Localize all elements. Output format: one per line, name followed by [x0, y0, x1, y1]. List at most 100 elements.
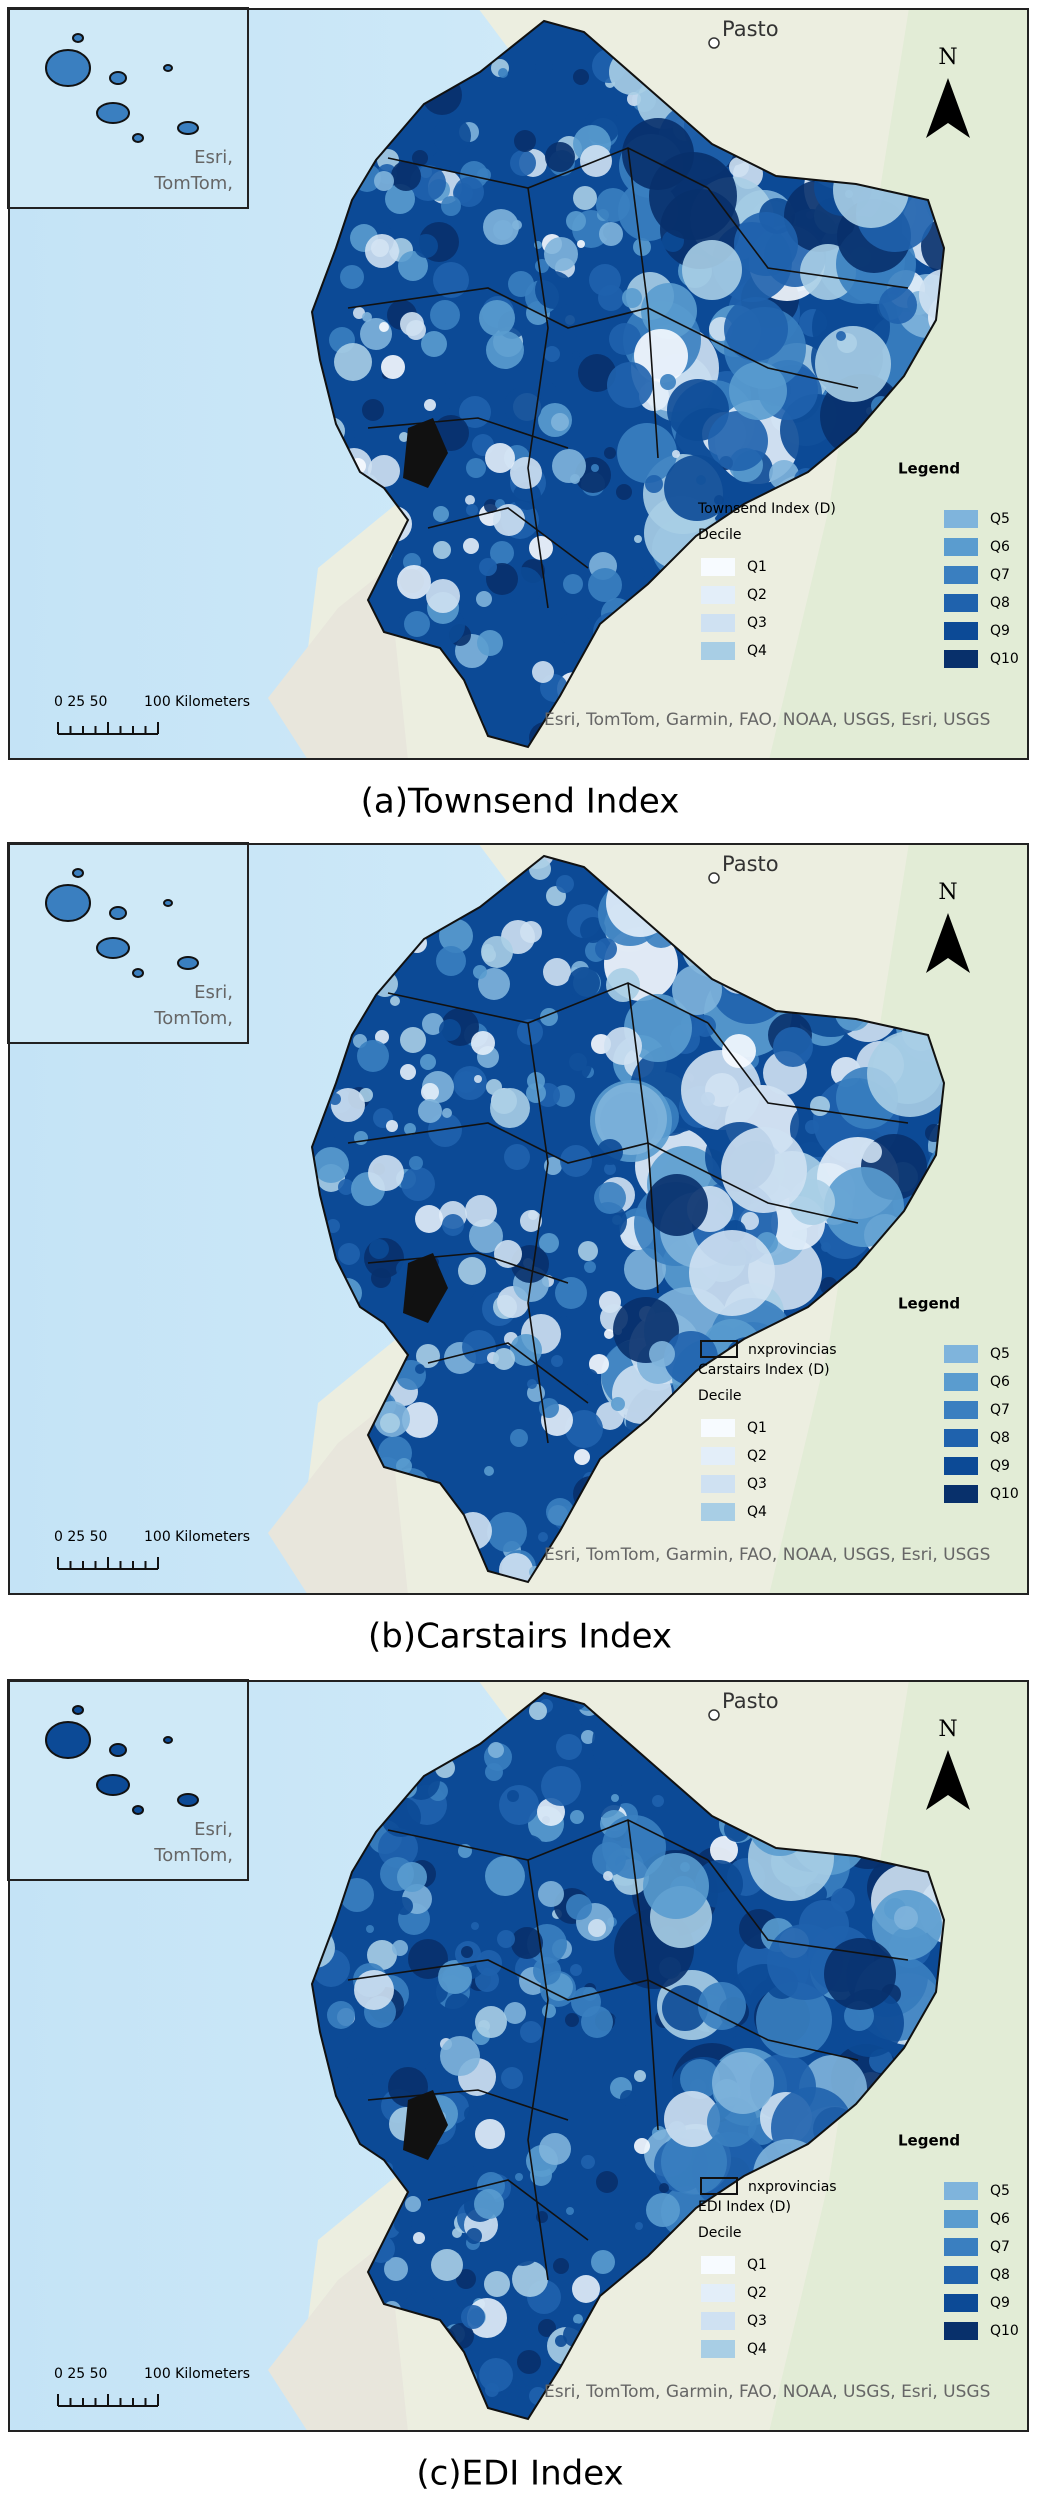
legend-class: Q1	[747, 559, 767, 575]
district	[367, 1940, 397, 1970]
district	[415, 1205, 443, 1233]
district	[501, 2067, 523, 2089]
district	[544, 383, 556, 395]
district	[566, 1894, 592, 1920]
legend-swatch	[944, 566, 978, 584]
province-border	[347, 1959, 649, 2001]
district	[527, 1379, 537, 1389]
district	[604, 447, 616, 459]
legend-class: Q7	[990, 1402, 1010, 1418]
district	[334, 343, 372, 381]
map-panel: Esri, TomTom, Pasto N Legend nxprovincias EDI …	[7, 1679, 1029, 2432]
district	[533, 1957, 561, 1985]
district	[474, 2189, 504, 2219]
district	[347, 2058, 373, 2084]
district	[420, 1054, 436, 1070]
scale-label: 0 25 50	[54, 1529, 107, 1545]
district	[604, 1163, 616, 1175]
district	[466, 2228, 482, 2244]
district	[498, 68, 508, 78]
attribution: Esri, TomTom, Garmin, FAO, NOAA, USGS, E…	[544, 1545, 990, 1565]
legend-class: Q8	[990, 1430, 1010, 1446]
district	[629, 566, 645, 582]
district	[504, 1144, 530, 1170]
legend-swatch	[701, 2256, 735, 2274]
district	[505, 2230, 541, 2266]
district	[646, 1174, 708, 1236]
district	[353, 307, 365, 319]
province-border	[427, 1342, 589, 1404]
district	[441, 196, 461, 216]
island	[72, 33, 84, 43]
district	[633, 238, 651, 256]
district	[476, 591, 492, 607]
island	[45, 49, 91, 87]
district	[379, 322, 389, 332]
district	[466, 458, 486, 478]
district	[710, 1836, 738, 1864]
district	[611, 1794, 619, 1802]
district	[634, 2138, 650, 2154]
district	[433, 506, 449, 522]
district	[384, 2257, 408, 2281]
island	[72, 868, 84, 878]
district	[860, 1141, 882, 1163]
legend-swatch	[944, 2294, 978, 2312]
district	[415, 1364, 425, 1374]
district	[532, 661, 554, 683]
district	[488, 1742, 504, 1758]
legend-class: Q3	[747, 1476, 767, 1492]
district	[756, 1982, 832, 2058]
district	[588, 1919, 606, 1937]
map-panel: Esri, TomTom, Pasto N Legend nxprovincias Cars…	[7, 842, 1029, 1595]
place-marker	[708, 1709, 720, 1721]
district	[465, 495, 475, 505]
province-border	[707, 187, 909, 289]
district	[404, 1123, 416, 1135]
district	[594, 1182, 626, 1214]
province-border	[707, 1859, 909, 1961]
district	[362, 399, 384, 421]
legend-class: Q1	[747, 1420, 767, 1436]
province-border	[367, 417, 569, 449]
district	[545, 142, 575, 172]
island	[96, 937, 130, 959]
legend-swatch	[944, 622, 978, 640]
district	[397, 1862, 427, 1892]
legend-class: Q6	[990, 2211, 1010, 2227]
scale-label: 100 Kilometers	[144, 694, 250, 710]
legend-swatch	[944, 594, 978, 612]
district	[510, 150, 536, 176]
place-label: Pasto	[722, 852, 779, 876]
legend-class: Q5	[990, 2183, 1010, 2199]
legend-swatch	[701, 1475, 735, 1493]
district	[611, 1397, 625, 1411]
caption: (c)EDI Index	[416, 2454, 623, 2494]
district	[486, 331, 524, 369]
district	[609, 323, 641, 355]
legend-class: Q9	[990, 623, 1010, 639]
district	[596, 188, 630, 222]
place-label: Pasto	[722, 1689, 779, 1713]
district	[553, 2258, 569, 2274]
district	[555, 1277, 587, 1309]
district	[499, 1785, 539, 1825]
island	[45, 1721, 91, 1759]
district	[474, 1075, 482, 1083]
district	[708, 411, 768, 471]
legend-swatch	[701, 642, 735, 660]
district	[652, 1795, 664, 1807]
district	[368, 455, 400, 487]
north-arrow	[926, 78, 970, 138]
district	[488, 1900, 508, 1920]
legend-swatch	[944, 510, 978, 528]
district	[511, 1927, 543, 1959]
district	[578, 1241, 598, 1261]
district	[340, 298, 350, 308]
district	[919, 269, 944, 321]
province-border	[387, 1819, 709, 1861]
caption: (b)Carstairs Index	[368, 1617, 672, 1657]
district	[555, 2335, 567, 2347]
district	[836, 331, 846, 341]
district	[440, 2036, 480, 2076]
